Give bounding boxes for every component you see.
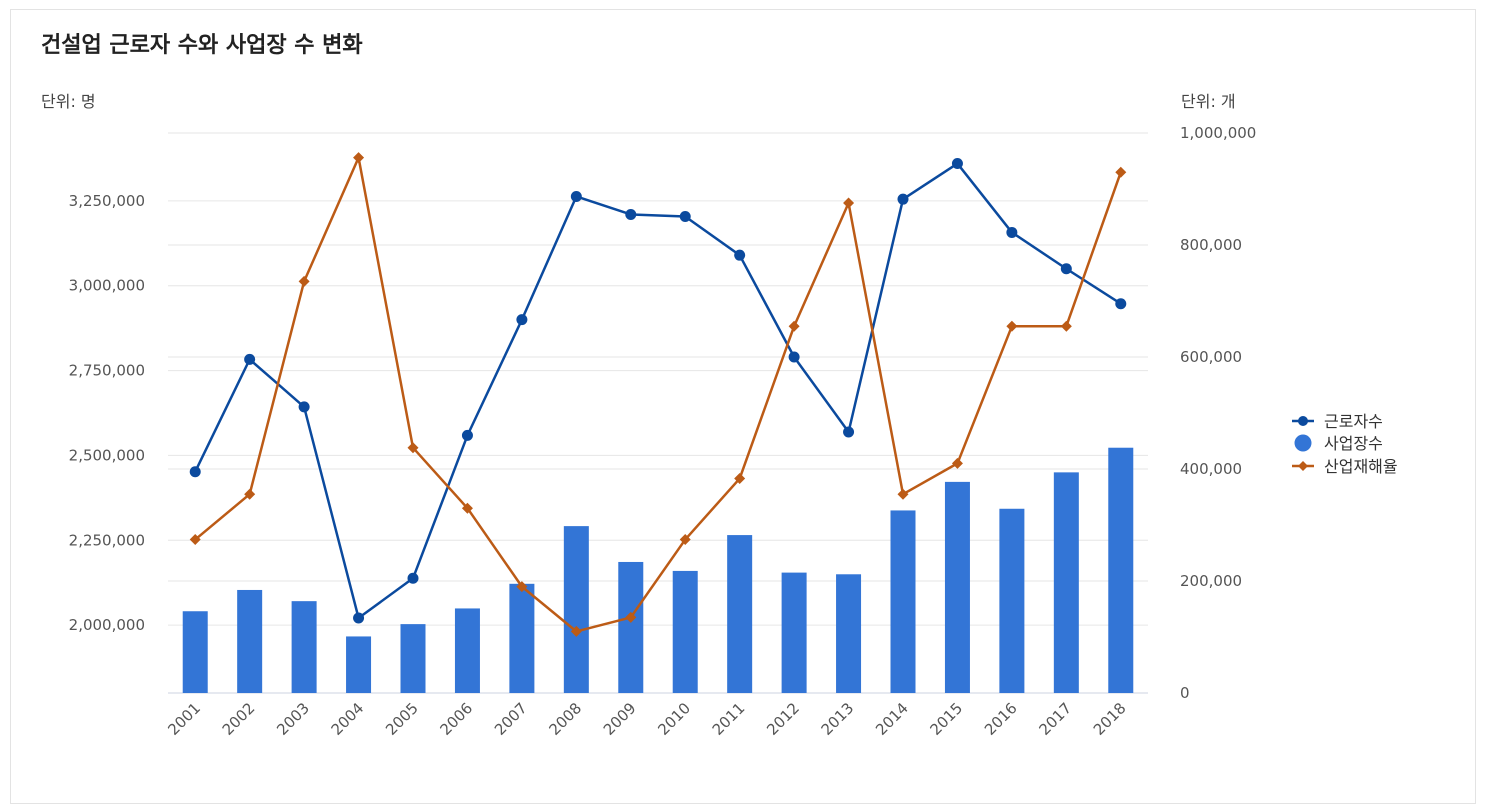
bar: [836, 574, 862, 693]
chart-title: 건설업 근로자 수와 사업장 수 변화: [41, 33, 363, 58]
point: [516, 581, 528, 593]
right-axis-tick-label: 600,000: [1180, 348, 1242, 366]
bar: [727, 535, 753, 693]
point: [897, 193, 909, 205]
bar: [1108, 447, 1134, 693]
point: [189, 534, 201, 546]
x-tick-label: 2007: [491, 699, 531, 739]
x-tick-label: 2011: [709, 699, 749, 739]
point: [1006, 226, 1018, 238]
point: [353, 612, 365, 624]
right-axis-tick-label: 400,000: [1180, 460, 1242, 478]
bar: [400, 624, 426, 693]
left-axis-tick-label: 2,250,000: [69, 531, 145, 549]
point: [788, 351, 800, 363]
left-axis-tick-label: 3,250,000: [69, 192, 145, 210]
point: [298, 275, 310, 287]
bar: [999, 508, 1025, 693]
x-tick-label: 2003: [273, 699, 313, 739]
x-tick-label: 2017: [1035, 699, 1075, 739]
x-tick-label: 2018: [1090, 699, 1130, 739]
legend-label: 사업장수: [1324, 434, 1383, 453]
x-tick-label: 2001: [164, 699, 204, 739]
legend-marker: [1294, 434, 1312, 452]
point: [625, 208, 637, 220]
point: [407, 442, 419, 454]
point: [1115, 298, 1127, 310]
bar: [890, 510, 916, 693]
point: [788, 320, 800, 332]
legend-marker: [1298, 416, 1308, 426]
x-tick-label: 2002: [219, 699, 259, 739]
point: [679, 534, 691, 546]
point: [1060, 320, 1072, 332]
point: [353, 152, 365, 164]
x-tick-label: 2005: [382, 699, 422, 739]
point: [189, 466, 201, 478]
point: [407, 572, 419, 584]
point: [897, 488, 909, 500]
bar: [1053, 472, 1079, 693]
legend-marker: [1298, 461, 1308, 471]
point: [570, 190, 582, 202]
legend-label: 근로자수: [1324, 412, 1383, 431]
left-axis-tick-label: 2,500,000: [69, 446, 145, 464]
bar: [618, 561, 644, 693]
x-tick-label: 2004: [328, 699, 368, 739]
left-axis-tick-label: 3,000,000: [69, 277, 145, 295]
x-tick-label: 2006: [437, 699, 477, 739]
right-axis-tick-label: 0: [1180, 684, 1190, 702]
right-axis-tick-label: 800,000: [1180, 236, 1242, 254]
right-axis-tick-label: 1,000,000: [1180, 124, 1256, 142]
left-axis-tick-label: 2,750,000: [69, 362, 145, 380]
left-axis-unit: 단위: 명: [41, 92, 96, 111]
x-tick-label: 2015: [927, 699, 967, 739]
left-axis-tick-label: 2,000,000: [69, 616, 145, 634]
series-line: [194, 156, 1122, 633]
point: [298, 401, 310, 413]
bar: [454, 608, 480, 693]
point: [244, 353, 256, 365]
x-tick-label: 2013: [818, 699, 858, 739]
series-line: [194, 162, 1122, 620]
x-tick-label: 2014: [872, 699, 912, 739]
bar: [346, 636, 372, 693]
x-tick-label: 2008: [545, 699, 585, 739]
bar: [291, 601, 317, 693]
x-tick-label: 2010: [654, 699, 694, 739]
point: [1006, 320, 1018, 332]
point: [570, 625, 582, 637]
point: [1060, 263, 1072, 275]
point: [461, 429, 473, 441]
point: [843, 197, 855, 209]
legend-label: 산업재해율: [1324, 457, 1398, 476]
point: [843, 426, 855, 438]
bar: [237, 589, 263, 693]
right-axis-tick-label: 200,000: [1180, 572, 1242, 590]
point: [951, 158, 963, 170]
bar: [509, 583, 535, 693]
point: [244, 488, 256, 500]
point: [516, 314, 528, 326]
x-tick-label: 2012: [763, 699, 803, 739]
point: [461, 502, 473, 514]
point: [734, 249, 746, 261]
bar: [672, 570, 698, 693]
point: [951, 457, 963, 469]
x-tick-label: 2016: [981, 699, 1021, 739]
bar: [944, 481, 970, 693]
point: [679, 210, 691, 222]
point: [1115, 166, 1127, 178]
point: [734, 473, 746, 485]
point: [625, 611, 637, 623]
x-tick-label: 2009: [600, 699, 640, 739]
bar: [182, 611, 208, 693]
bar: [563, 526, 589, 693]
bar: [781, 572, 807, 693]
right-axis-unit: 단위: 개: [1181, 92, 1236, 111]
